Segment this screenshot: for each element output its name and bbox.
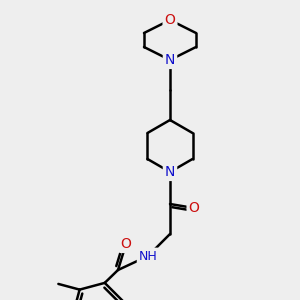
Text: O: O	[121, 237, 131, 251]
Text: O: O	[165, 13, 176, 27]
Text: N: N	[165, 53, 175, 67]
Text: O: O	[189, 201, 200, 215]
Text: NH: NH	[139, 250, 158, 262]
Text: N: N	[165, 165, 175, 179]
